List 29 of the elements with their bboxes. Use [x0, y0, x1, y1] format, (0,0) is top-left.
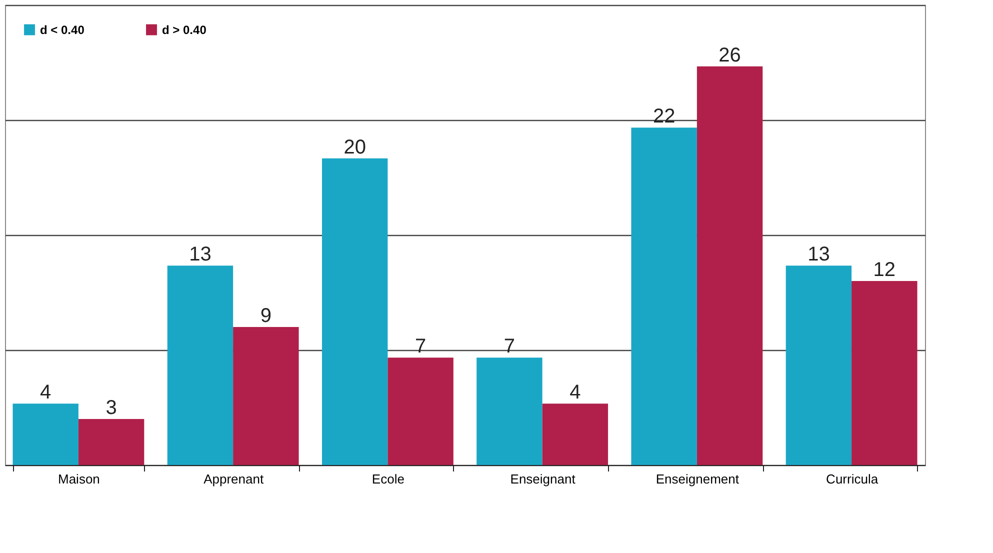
data-label: 4	[40, 382, 52, 404]
bar	[542, 404, 608, 465]
bar	[322, 158, 388, 465]
bar	[12, 404, 78, 465]
data-label: 20	[344, 136, 366, 158]
legend-label: d > 0.40	[162, 22, 207, 37]
bar	[852, 281, 918, 465]
x-tick-label: Maison	[58, 472, 100, 486]
bar	[78, 419, 144, 465]
x-tick-label: Enseignant	[510, 472, 576, 486]
data-label: 13	[808, 244, 830, 266]
bar	[476, 358, 542, 465]
x-tick-label: Curricula	[826, 472, 879, 486]
x-tick-label: Apprenant	[204, 472, 264, 486]
data-label: 13	[189, 244, 212, 266]
data-label: 9	[260, 305, 272, 327]
data-label: 26	[718, 44, 741, 66]
x-tick-label: Enseignement	[656, 472, 740, 486]
bar	[631, 128, 697, 465]
data-label: 3	[106, 397, 117, 419]
x-tick-label: Ecole	[372, 472, 404, 486]
bar	[388, 358, 454, 465]
data-label: 12	[873, 259, 896, 281]
bar	[696, 66, 763, 465]
bar	[167, 266, 234, 465]
bar	[786, 266, 852, 465]
legend-label: d < 0.40	[40, 22, 85, 37]
bar	[233, 327, 299, 465]
data-label: 4	[570, 382, 581, 404]
